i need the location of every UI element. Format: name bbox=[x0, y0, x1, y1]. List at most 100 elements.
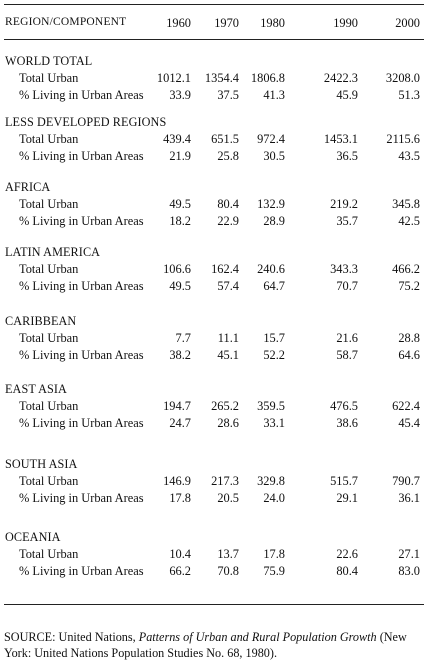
column-header-region: REGION/COMPONENT bbox=[5, 16, 127, 28]
table-row: % Living in Urban Areas 38.2 45.1 52.2 58.7 6… bbox=[0, 348, 428, 363]
table-cell: 2422.3 bbox=[323, 71, 358, 85]
table-cell: 70.8 bbox=[217, 564, 239, 578]
table-cell: 29.1 bbox=[336, 491, 358, 505]
table-cell: 1453.1 bbox=[323, 132, 358, 146]
table-cell: 22.6 bbox=[336, 547, 358, 561]
table-cell: 651.5 bbox=[211, 132, 239, 146]
table-cell: 790.7 bbox=[392, 474, 420, 488]
table-cell: 57.4 bbox=[217, 279, 239, 293]
table-cell: 24.0 bbox=[263, 491, 285, 505]
column-header-year: 1960 bbox=[166, 16, 191, 30]
section-title: OCEANIA bbox=[5, 530, 61, 544]
table-cell: 219.2 bbox=[330, 197, 358, 211]
section-title: AFRICA bbox=[5, 180, 51, 194]
table-row: Total Urban 439.4 651.5 972.4 1453.1 2115.6 bbox=[0, 132, 428, 147]
table-cell: 18.2 bbox=[169, 214, 191, 228]
table-cell: 439.4 bbox=[163, 132, 191, 146]
table-row: % Living in Urban Areas 49.5 57.4 64.7 70.7 7… bbox=[0, 279, 428, 294]
table-cell: 13.7 bbox=[217, 547, 239, 561]
table-row: % Living in Urban Areas 24.7 28.6 33.1 38.6 4… bbox=[0, 416, 428, 431]
table-cell: 52.2 bbox=[263, 348, 285, 362]
table-cell: 38.2 bbox=[169, 348, 191, 362]
row-label: % Living in Urban Areas bbox=[19, 88, 144, 102]
table-cell: 80.4 bbox=[336, 564, 358, 578]
table-cell: 58.7 bbox=[336, 348, 358, 362]
top-rule bbox=[4, 4, 424, 5]
table-cell: 45.9 bbox=[336, 88, 358, 102]
table-section: CARIBBEAN Total Urban 7.7 11.1 15.7 21.6 28.8%… bbox=[0, 314, 428, 370]
table-cell: 49.5 bbox=[169, 197, 191, 211]
table-cell: 41.3 bbox=[263, 88, 285, 102]
table-row: Total Urban 1012.1 1354.4 1806.8 2422.3 3208.… bbox=[0, 71, 428, 86]
table-cell: 162.4 bbox=[211, 262, 239, 276]
section-title: CARIBBEAN bbox=[5, 314, 77, 328]
row-label: Total Urban bbox=[19, 547, 79, 561]
table-cell: 622.4 bbox=[392, 399, 420, 413]
table-section: EAST ASIA Total Urban 194.7 265.2 359.5 476.5… bbox=[0, 382, 428, 438]
table-cell: 33.9 bbox=[169, 88, 191, 102]
row-label: % Living in Urban Areas bbox=[19, 416, 144, 430]
column-header-year: 1990 bbox=[333, 16, 358, 30]
table-row: % Living in Urban Areas 33.9 37.5 41.3 45.9 5… bbox=[0, 88, 428, 103]
row-label: Total Urban bbox=[19, 474, 79, 488]
table-cell: 132.9 bbox=[257, 197, 285, 211]
table-cell: 3208.0 bbox=[385, 71, 420, 85]
table-cell: 2115.6 bbox=[386, 132, 420, 146]
table-cell: 240.6 bbox=[257, 262, 285, 276]
row-label: % Living in Urban Areas bbox=[19, 348, 144, 362]
table-cell: 30.5 bbox=[263, 149, 285, 163]
column-header-year: 1980 bbox=[260, 16, 285, 30]
table-cell: 24.7 bbox=[169, 416, 191, 430]
table-row: Total Urban 194.7 265.2 359.5 476.5 622.4 bbox=[0, 399, 428, 414]
table-cell: 36.5 bbox=[336, 149, 358, 163]
table-header: REGION/COMPONENT 1960 1970 1980 1990 200… bbox=[0, 16, 428, 32]
row-label: % Living in Urban Areas bbox=[19, 279, 144, 293]
table-cell: 972.4 bbox=[257, 132, 285, 146]
column-header-year: 1970 bbox=[214, 16, 239, 30]
table-cell: 43.5 bbox=[398, 149, 420, 163]
table-cell: 21.9 bbox=[169, 149, 191, 163]
table-cell: 106.6 bbox=[163, 262, 191, 276]
table-cell: 15.7 bbox=[263, 331, 285, 345]
table-cell: 329.8 bbox=[257, 474, 285, 488]
row-label: % Living in Urban Areas bbox=[19, 564, 144, 578]
table-cell: 45.4 bbox=[398, 416, 420, 430]
table-cell: 28.9 bbox=[263, 214, 285, 228]
table-cell: 11.1 bbox=[217, 331, 239, 345]
section-title: LESS DEVELOPED REGIONS bbox=[5, 115, 167, 129]
table-cell: 45.1 bbox=[217, 348, 239, 362]
table-row: Total Urban 10.4 13.7 17.8 22.6 27.1 bbox=[0, 547, 428, 562]
row-label: Total Urban bbox=[19, 399, 79, 413]
table-cell: 146.9 bbox=[163, 474, 191, 488]
table-cell: 75.9 bbox=[263, 564, 285, 578]
table-cell: 64.7 bbox=[263, 279, 285, 293]
table-cell: 345.8 bbox=[392, 197, 420, 211]
table-cell: 217.3 bbox=[211, 474, 239, 488]
table-cell: 343.3 bbox=[330, 262, 358, 276]
table-cell: 28.8 bbox=[398, 331, 420, 345]
source-title: Patterns of Urban and Rural Population G… bbox=[138, 630, 377, 644]
table-cell: 359.5 bbox=[257, 399, 285, 413]
table-cell: 20.5 bbox=[217, 491, 239, 505]
table-cell: 515.7 bbox=[330, 474, 358, 488]
table-section: SOUTH ASIA Total Urban 146.9 217.3 329.8 515.… bbox=[0, 457, 428, 513]
table-row: % Living in Urban Areas 66.2 70.8 75.9 80.4 8… bbox=[0, 564, 428, 579]
table-row: Total Urban 49.5 80.4 132.9 219.2 345.8 bbox=[0, 197, 428, 212]
table-cell: 7.7 bbox=[175, 331, 192, 345]
table-cell: 17.8 bbox=[263, 547, 285, 561]
table-cell: 1354.4 bbox=[204, 71, 239, 85]
table-cell: 1012.1 bbox=[156, 71, 191, 85]
table-cell: 64.6 bbox=[398, 348, 420, 362]
row-label: % Living in Urban Areas bbox=[19, 214, 144, 228]
table-cell: 194.7 bbox=[163, 399, 191, 413]
table-row: % Living in Urban Areas 21.9 25.8 30.5 36.5 4… bbox=[0, 149, 428, 164]
table-cell: 466.2 bbox=[392, 262, 420, 276]
section-title: LATIN AMERICA bbox=[5, 245, 101, 259]
header-rule bbox=[4, 39, 424, 40]
table-row: Total Urban 7.7 11.1 15.7 21.6 28.8 bbox=[0, 331, 428, 346]
source-prefix: SOURCE: United Nations, bbox=[4, 630, 139, 644]
table-section: LATIN AMERICA Total Urban 106.6 162.4 240.6 3… bbox=[0, 245, 428, 301]
row-label: Total Urban bbox=[19, 132, 79, 146]
table-cell: 17.8 bbox=[169, 491, 191, 505]
row-label: Total Urban bbox=[19, 331, 79, 345]
